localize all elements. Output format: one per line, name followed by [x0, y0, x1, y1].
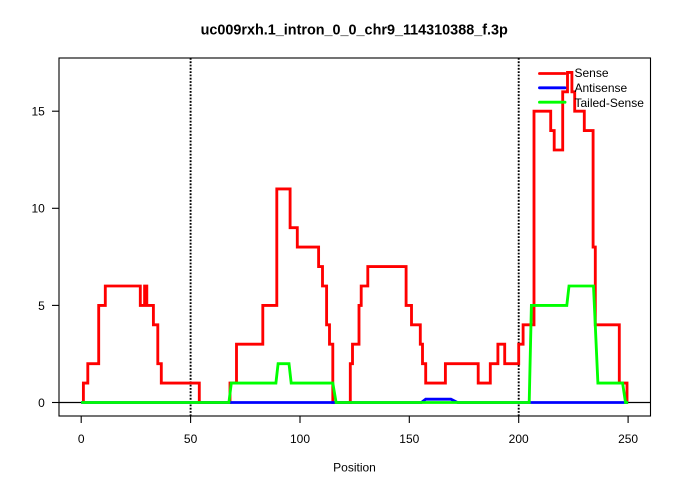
svg-text:Antisense: Antisense	[575, 81, 628, 95]
svg-text:50: 50	[184, 432, 198, 446]
svg-text:150: 150	[399, 432, 419, 446]
svg-text:0: 0	[38, 396, 45, 410]
svg-text:uc009rxh.1_intron_0_0_chr9_114: uc009rxh.1_intron_0_0_chr9_114310388_f.3…	[201, 22, 508, 38]
svg-text:Tailed-Sense: Tailed-Sense	[575, 96, 645, 110]
svg-text:10: 10	[31, 202, 45, 216]
svg-text:Position: Position	[333, 461, 376, 475]
svg-text:15: 15	[31, 105, 45, 119]
svg-text:100: 100	[290, 432, 310, 446]
svg-text:0: 0	[78, 432, 85, 446]
svg-text:200: 200	[509, 432, 529, 446]
svg-text:5: 5	[38, 299, 45, 313]
svg-text:Sense: Sense	[575, 66, 609, 80]
svg-text:250: 250	[618, 432, 638, 446]
